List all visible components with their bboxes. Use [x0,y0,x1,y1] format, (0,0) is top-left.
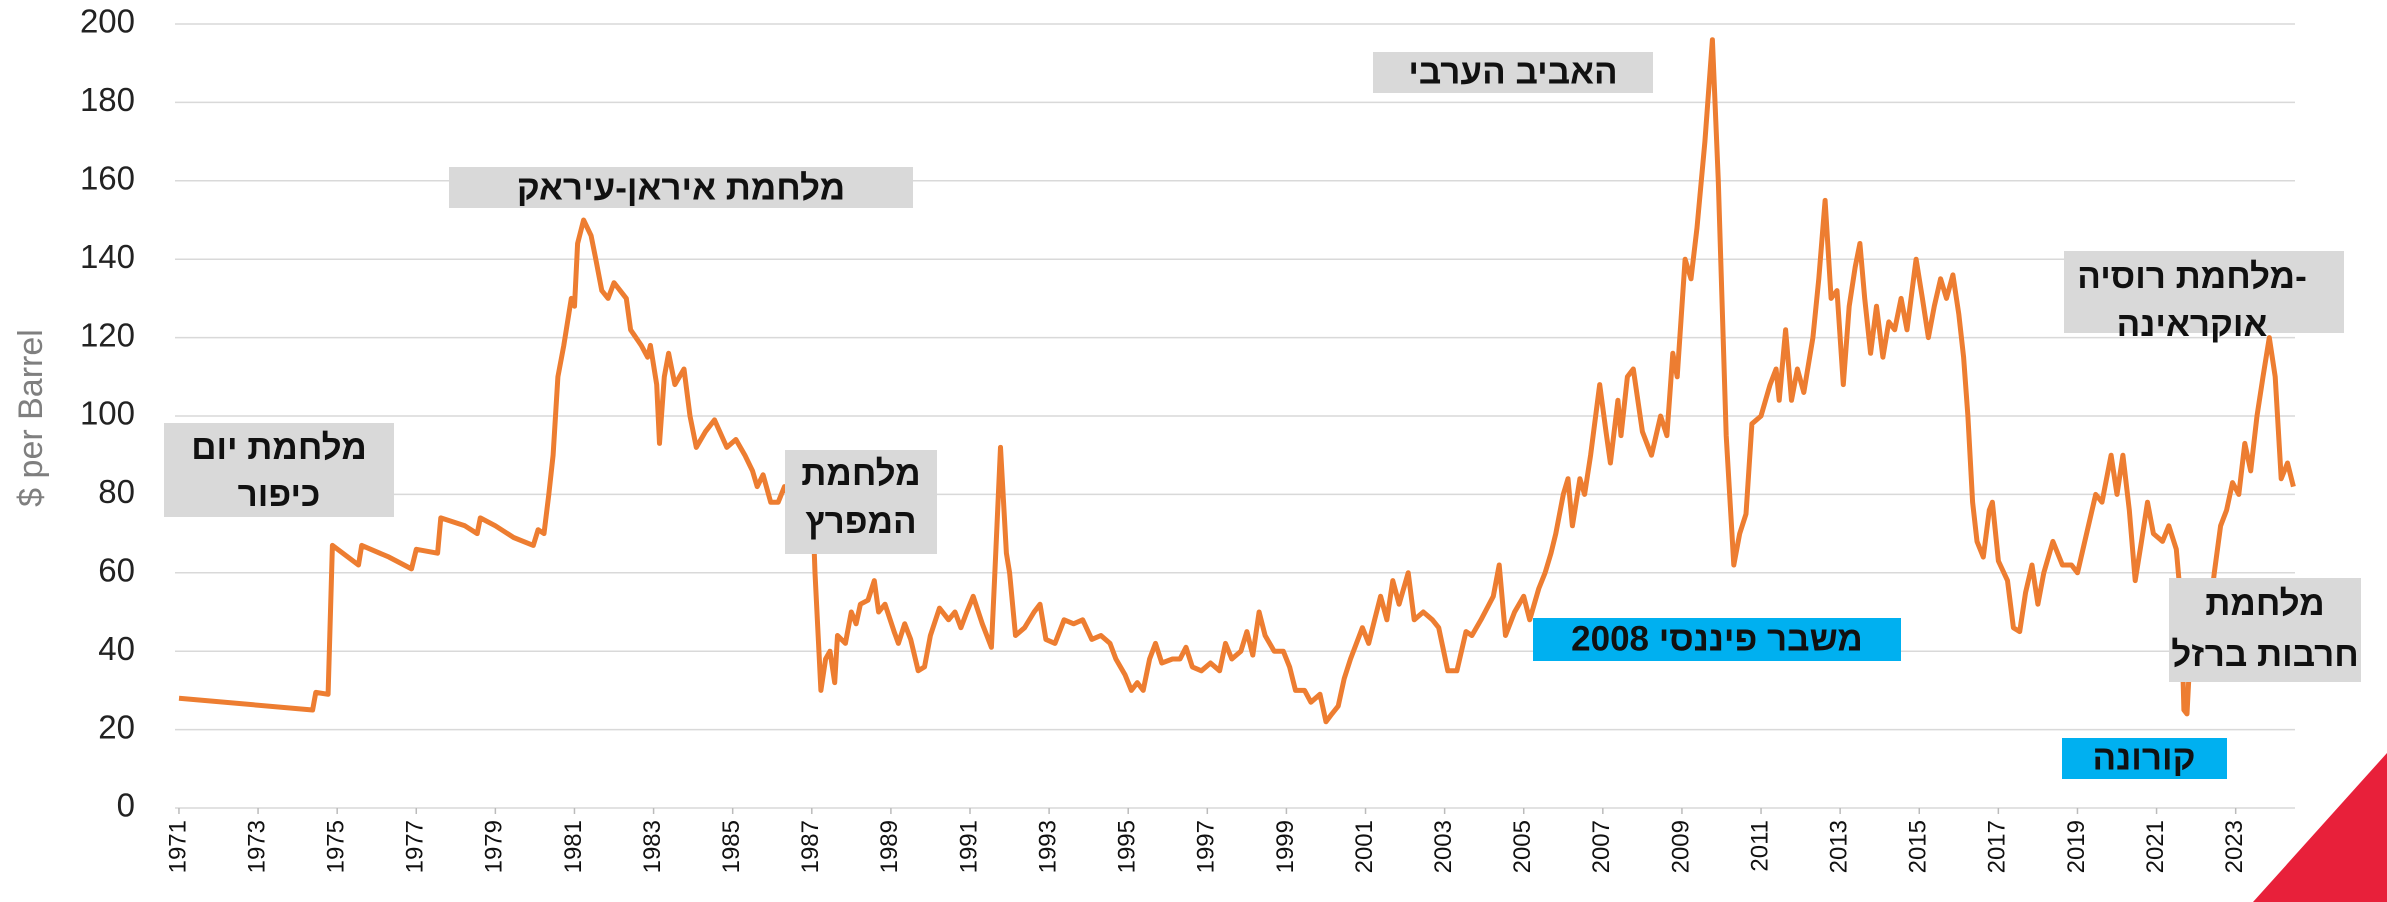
y-tick-label: 80 [98,473,135,510]
x-tick-label: 2005 [1509,820,1536,873]
x-tick-label: 2015 [1905,820,1932,873]
x-tick-label: 1985 [718,820,745,873]
x-tick-label: 1999 [1272,820,1299,873]
x-tick-label: 2019 [2063,820,2090,873]
annotation-box [1533,618,1901,661]
annotation-box [2062,738,2227,779]
y-tick-label: 120 [80,316,135,353]
price-line [178,37,2296,725]
annotation-box [785,450,937,554]
annotation-box [2169,578,2361,682]
x-tick-label: 2009 [1667,820,1694,873]
x-tick-label: 2007 [1588,820,1615,873]
annotation-box [1373,52,1653,93]
x-tick-label: 1977 [402,820,429,873]
annotation: קורונה [2093,738,2196,777]
annotation: מלחמת המפרץ [801,454,920,541]
annotation: מלחמת רוסיה-אוקראינה [2077,257,2306,344]
y-tick-label: 160 [80,160,135,197]
x-tick-label: 2023 [2221,820,2248,873]
x-tick-label: 2021 [2142,820,2169,873]
y-tick-label: 140 [80,238,135,275]
x-tick-label: 1979 [481,820,508,873]
x-tick-label: 2017 [1984,820,2011,873]
x-tick-label: 2003 [1430,820,1457,873]
x-tick-label: 1987 [797,820,824,873]
annotations: מלחמת יום כיפור מלחמת איראן-עיראק מלחמת המ… [164,52,2361,779]
y-tick-label: 0 [117,787,135,824]
annotation: מלחמת חרבות ברזל [2171,584,2359,674]
y-tick-label: 200 [80,3,135,40]
y-tick-label: 180 [80,81,135,118]
annotation-box [164,423,394,517]
x-tick-label: 1993 [1034,820,1061,873]
x-tick-label: 1991 [955,820,982,873]
x-tick-label: 1995 [1114,820,1141,873]
y-tick-label: 60 [98,552,135,589]
y-axis-label: $ per Barrel [12,329,50,507]
x-tick-label: 2001 [1351,820,1378,873]
corner-decoration [2253,753,2387,902]
grid: 0 20 40 60 80 100 120 140 160 180 200 1971 1973 1975 1… [80,3,2295,873]
annotation-box [2064,251,2344,333]
annotation: מלחמת יום כיפור [191,428,366,514]
annotation: משבר פיננסי 2008 [1571,619,1863,658]
y-tick-label: 100 [80,395,135,432]
annotation: מלחמת איראן-עיראק [517,168,845,207]
x-tick-label: 2013 [1825,820,1852,873]
x-tick-label: 2011 [1746,820,1773,872]
marks [178,37,2296,725]
x-tick-label: 1981 [560,820,587,873]
x-tick-label: 1983 [639,820,666,873]
annotation: האביב הערבי [1408,52,1617,91]
x-tick-label: 1989 [876,820,903,873]
x-tick-label: 1973 [243,820,270,873]
annotation-box [449,167,913,208]
x-tick-label: 1971 [164,820,191,873]
y-tick-label: 20 [98,708,135,745]
y-tick-label: 40 [98,630,135,667]
x-tick-label: 1997 [1193,820,1220,873]
x-tick-label: 1975 [323,820,350,873]
